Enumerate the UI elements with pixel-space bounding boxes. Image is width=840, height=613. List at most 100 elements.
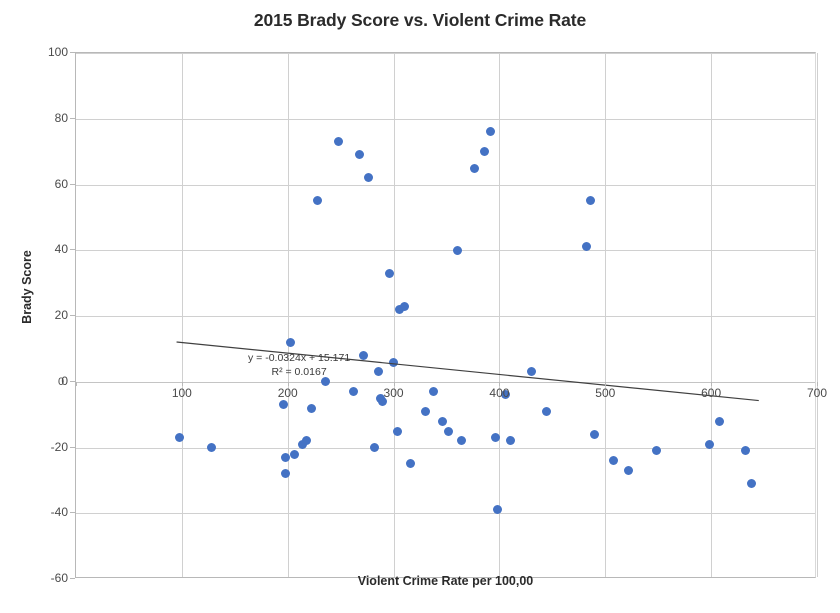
data-point bbox=[302, 436, 312, 446]
trendline-rsquared-text: R² = 0.0167 bbox=[271, 366, 327, 378]
data-point bbox=[609, 456, 619, 466]
x-axis-tick-mark bbox=[817, 381, 818, 386]
x-axis-tick-label: 700 bbox=[806, 385, 828, 400]
gridline-vertical bbox=[711, 53, 713, 577]
data-point bbox=[281, 469, 291, 479]
data-point bbox=[526, 367, 536, 377]
y-axis-tick-labels: -60 -40 -20 0 20 40 60 80 100 bbox=[0, 45, 75, 585]
data-point bbox=[624, 466, 634, 475]
gridline-horizontal bbox=[76, 250, 815, 252]
y-axis-tick-mark bbox=[70, 315, 75, 316]
data-point bbox=[286, 337, 296, 347]
y-axis-tick-label: -60 bbox=[50, 571, 68, 585]
y-axis-tick-label: 100 bbox=[47, 45, 68, 59]
y-axis-tick-mark bbox=[70, 249, 75, 251]
data-point bbox=[281, 452, 291, 462]
data-point bbox=[715, 416, 725, 426]
data-point bbox=[312, 196, 322, 206]
y-axis-tick-label: -20 bbox=[50, 439, 68, 454]
data-point bbox=[492, 505, 502, 515]
gridline-horizontal bbox=[76, 513, 815, 515]
data-point bbox=[452, 245, 462, 255]
data-point bbox=[490, 433, 500, 443]
trendline-equation-text: y = -0.0324x + 15.171 bbox=[248, 352, 351, 364]
data-point bbox=[393, 426, 403, 436]
gridline-vertical bbox=[181, 53, 183, 577]
data-point bbox=[370, 443, 380, 452]
data-point bbox=[486, 127, 496, 137]
plot-inner: 100 200 300 400 500 600 700 y = -0.0324x + 15.… bbox=[76, 53, 827, 577]
data-point bbox=[384, 268, 394, 278]
data-point bbox=[289, 449, 299, 459]
gridline-vertical bbox=[287, 53, 289, 577]
y-axis-tick-mark bbox=[70, 380, 75, 382]
data-point bbox=[505, 436, 515, 446]
x-axis-tick-label: 300 bbox=[383, 385, 404, 400]
x-axis-tick-mark bbox=[287, 381, 289, 386]
data-point bbox=[456, 436, 466, 446]
data-point bbox=[437, 416, 447, 426]
y-axis-tick-label: 20 bbox=[54, 308, 68, 322]
data-point bbox=[378, 396, 388, 406]
data-point bbox=[541, 406, 551, 416]
x-axis-tick-label: 100 bbox=[171, 385, 192, 400]
y-axis-tick-mark bbox=[70, 52, 75, 53]
data-point bbox=[704, 439, 714, 449]
data-point bbox=[590, 429, 600, 439]
x-axis-tick-mark bbox=[605, 381, 607, 386]
data-point bbox=[306, 403, 316, 413]
x-axis-tick-label: 400 bbox=[489, 385, 510, 400]
data-point bbox=[389, 357, 399, 367]
data-point bbox=[740, 446, 750, 456]
y-axis-tick-label: 0 bbox=[61, 373, 68, 388]
data-point bbox=[334, 137, 344, 147]
x-axis-tick-label: 200 bbox=[277, 385, 298, 400]
gridline-horizontal bbox=[76, 118, 815, 120]
data-point bbox=[581, 242, 591, 252]
y-axis-tick-label: -40 bbox=[50, 505, 68, 520]
y-axis-tick-mark bbox=[70, 512, 75, 514]
y-axis-tick-label: 40 bbox=[54, 242, 68, 257]
data-point bbox=[399, 301, 409, 311]
x-axis-tick-label: 500 bbox=[595, 385, 616, 400]
gridline-vertical bbox=[605, 53, 607, 577]
x-axis-tick-mark bbox=[499, 381, 501, 386]
data-point bbox=[298, 439, 308, 449]
x-axis-tick-mark bbox=[711, 381, 713, 386]
gridline-horizontal bbox=[76, 53, 815, 54]
data-point bbox=[406, 459, 415, 469]
x-axis-tick-label: 600 bbox=[701, 385, 722, 400]
y-axis-tick-mark bbox=[70, 446, 75, 448]
data-point bbox=[359, 350, 369, 360]
data-point bbox=[420, 406, 430, 416]
x-axis-tick-mark bbox=[76, 381, 77, 386]
data-point bbox=[278, 400, 288, 410]
data-point bbox=[444, 426, 454, 436]
data-point bbox=[206, 443, 216, 452]
data-point bbox=[363, 173, 373, 183]
chart-title: 2015 Brady Score vs. Violent Crime Rate bbox=[253, 10, 587, 30]
data-point bbox=[175, 433, 185, 443]
trendline bbox=[176, 341, 759, 402]
data-point bbox=[374, 367, 384, 377]
plot-area: 100 200 300 400 500 600 700 y = -0.0324x + 15.… bbox=[75, 52, 827, 578]
data-point bbox=[480, 147, 490, 157]
data-point bbox=[469, 163, 479, 173]
x-axis-title: Violent Crime Rate per 100,00 bbox=[357, 574, 534, 588]
data-point bbox=[355, 150, 365, 160]
y-axis-tick-label: 80 bbox=[54, 110, 68, 125]
data-point bbox=[746, 479, 756, 489]
gridline-vertical bbox=[817, 53, 818, 577]
y-axis-tick-label: 60 bbox=[54, 176, 68, 191]
gridline-vertical bbox=[499, 53, 501, 577]
gridline-horizontal bbox=[76, 447, 815, 449]
data-point bbox=[651, 446, 661, 456]
y-axis-tick-mark bbox=[70, 117, 75, 119]
x-axis-tick-labels: 100 200 300 400 500 600 700 bbox=[76, 381, 827, 404]
data-point bbox=[395, 304, 405, 314]
x-axis-tick-mark bbox=[181, 381, 183, 386]
y-axis-tick-mark bbox=[70, 183, 75, 185]
origin-zero-label: 0 bbox=[58, 376, 65, 388]
trendline-equation-label: y = -0.0324x + 15.171 R² = 0.0167 bbox=[248, 351, 350, 379]
